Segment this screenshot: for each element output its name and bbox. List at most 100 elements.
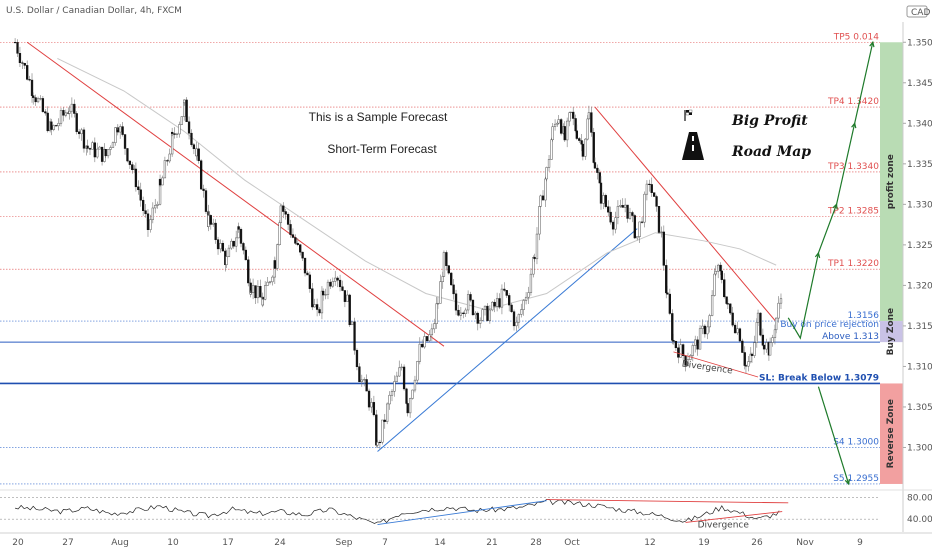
candle-body-135	[303, 257, 307, 274]
candle-body-8	[32, 95, 35, 98]
candle-body-84	[195, 148, 198, 157]
candle-body-0	[13, 42, 17, 44]
candle-body-273	[616, 206, 620, 218]
candle-body-218	[498, 298, 501, 308]
candle-body-42	[109, 147, 112, 150]
candle-body-58	[144, 210, 147, 215]
candle-body-17	[52, 125, 55, 130]
candle-body-279	[631, 212, 634, 216]
candle-body-210	[479, 320, 482, 324]
candle-body-76	[180, 116, 183, 125]
projection-down-arrowhead	[844, 478, 850, 486]
candle-body-14	[46, 112, 49, 132]
candle-body-232	[532, 257, 535, 275]
candle-body-161	[365, 379, 368, 392]
candle-body-239	[545, 167, 548, 180]
note-short-term: Short-Term Forecast	[327, 142, 437, 156]
candle-body-57	[142, 199, 145, 211]
candle-body-86	[199, 160, 203, 190]
candle-body-304	[689, 355, 692, 360]
candle-body-278	[628, 212, 632, 219]
candle-body-67	[161, 177, 164, 186]
candle-body-11	[39, 98, 42, 100]
candle-body-116	[261, 299, 264, 306]
candle-body-242	[551, 126, 554, 140]
candle-body-234	[535, 233, 539, 260]
candle-body-123	[276, 244, 279, 269]
candle-body-173	[393, 381, 396, 392]
candle-body-174	[395, 375, 398, 382]
projection-arrowhead-4	[851, 121, 857, 129]
x-tick-label-15: Nov	[796, 538, 814, 548]
candle-body-129	[289, 224, 292, 235]
candle-body-177	[402, 366, 406, 390]
candle-body-136	[306, 272, 309, 276]
candle-body-287	[650, 184, 653, 193]
candle-body-128	[286, 213, 290, 225]
candle-body-91	[209, 215, 212, 225]
candle-body-160	[363, 379, 366, 381]
candle-body-162	[367, 390, 371, 408]
candle-body-196	[445, 252, 448, 266]
candle-body-33	[88, 148, 92, 150]
level-label-3: TP2 1.3285	[827, 207, 879, 217]
candle-body-43	[111, 142, 115, 148]
zone-label-1: Buy Zone	[886, 308, 896, 356]
candle-body-331	[749, 353, 752, 362]
candle-body-319	[723, 279, 726, 298]
candle-body-61	[149, 219, 152, 230]
candle-body-255	[578, 138, 581, 141]
candle-body-268	[604, 195, 607, 207]
candle-body-95	[219, 242, 222, 250]
y-tick-label-1: 1.34500	[907, 79, 932, 89]
candle-body-296	[671, 313, 674, 341]
candle-body-24	[68, 110, 71, 114]
candle-body-105	[239, 229, 243, 244]
candle-body-307	[696, 339, 699, 350]
candle-body-46	[116, 130, 119, 133]
candle-body-335	[756, 312, 760, 323]
candle-body-41	[106, 149, 110, 157]
candle-body-117	[264, 285, 267, 300]
rsi-divergence-label: Divergence	[698, 521, 750, 531]
candle-body-149	[336, 277, 339, 281]
x-tick-label-10: 28	[530, 538, 542, 548]
candle-body-294	[666, 292, 669, 295]
candle-body-263	[593, 162, 597, 169]
candle-body-137	[308, 274, 312, 289]
rsi-trendline-0	[377, 500, 547, 526]
level-label-8: SL: Break Below 1.3079	[759, 373, 879, 383]
candle-body-227	[520, 309, 523, 315]
candle-body-170	[386, 403, 389, 422]
candle-body-256	[580, 140, 583, 145]
candle-body-20	[59, 110, 63, 124]
candle-body-199	[452, 284, 455, 295]
candle-body-258	[584, 138, 587, 157]
candle-body-9	[34, 97, 37, 103]
candle-body-32	[86, 145, 89, 149]
divergence-line-price	[673, 351, 759, 378]
candle-body-275	[621, 205, 624, 208]
candle-body-233	[533, 257, 536, 260]
candle-body-146	[329, 281, 332, 287]
candle-body-342	[771, 337, 774, 343]
trendline-downtrend-2	[594, 106, 777, 323]
candle-body-40	[104, 149, 107, 157]
candle-body-230	[527, 292, 530, 298]
candle-body-44	[114, 127, 117, 143]
candle-body-281	[636, 236, 639, 239]
y-tick-label-10: 1.30000	[907, 443, 932, 453]
candle-body-318	[720, 270, 723, 280]
candle-body-244	[556, 122, 559, 125]
zone-0	[880, 42, 903, 322]
candle-body-28	[77, 131, 81, 135]
candle-body-35	[93, 142, 96, 158]
candle-body-16	[50, 121, 53, 130]
candle-body-314	[713, 273, 716, 296]
candle-body-338	[762, 344, 766, 350]
x-tick-label-6: Sep	[336, 538, 353, 548]
candle-body-142	[320, 290, 324, 314]
candle-body-184	[418, 343, 421, 362]
candle-body-159	[360, 379, 363, 383]
projection-arrowhead-2	[814, 251, 821, 258]
